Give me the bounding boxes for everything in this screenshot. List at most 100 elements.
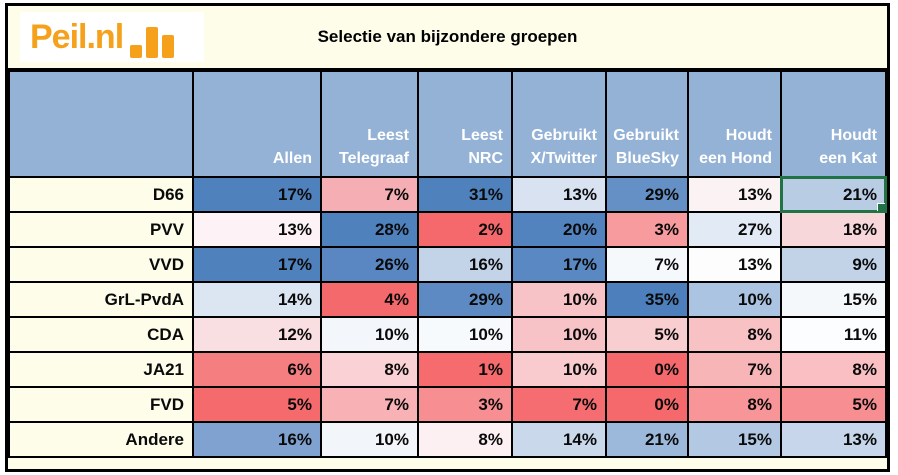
table-cell[interactable]: 8% — [417, 421, 513, 458]
column-header-line: Gebruikt — [613, 126, 679, 144]
table-cell[interactable]: 13% — [511, 176, 607, 213]
column-header-line: Telegraaf — [339, 149, 409, 167]
table-cell[interactable]: 15% — [687, 421, 782, 458]
column-header-leest-telegraaf[interactable]: Leest Telegraaf — [320, 70, 419, 178]
table-cell[interactable]: 11% — [780, 316, 887, 353]
table-cell[interactable]: 3% — [605, 211, 689, 248]
table-cell[interactable]: 10% — [320, 421, 419, 458]
table-cell[interactable]: 28% — [320, 211, 419, 248]
column-header-line: Gebruikt — [531, 126, 597, 144]
column-header-leest-nrc[interactable]: Leest NRC — [417, 70, 513, 178]
column-header-line: Leest — [461, 126, 503, 144]
table-cell[interactable]: 17% — [511, 246, 607, 283]
data-table: Allen Leest Telegraaf Leest NRC Gebruikt X/Twi… — [8, 70, 887, 458]
table-cell[interactable]: 3% — [417, 386, 513, 423]
column-header-line: een Hond — [699, 149, 772, 167]
table-cell[interactable]: 17% — [192, 176, 322, 213]
table-cell[interactable]: 14% — [511, 421, 607, 458]
table-cell[interactable]: 29% — [417, 281, 513, 318]
column-header-line: NRC — [468, 149, 503, 167]
row-label-vvd[interactable]: VVD — [8, 246, 194, 283]
table-cell[interactable]: 7% — [605, 246, 689, 283]
table-cell[interactable]: 17% — [192, 246, 322, 283]
table-cell[interactable]: 27% — [687, 211, 782, 248]
table-cell[interactable]: 7% — [511, 386, 607, 423]
table-cell[interactable]: 5% — [780, 386, 887, 423]
table-cell[interactable]: 10% — [511, 281, 607, 318]
table-cell[interactable]: 4% — [320, 281, 419, 318]
table-cell[interactable]: 26% — [320, 246, 419, 283]
table-row-andere: Andere 16% 10% 8% 14% 21% 15% 13% — [8, 421, 887, 458]
table-cell[interactable]: 1% — [417, 351, 513, 388]
table-cell[interactable]: 13% — [780, 421, 887, 458]
column-header-line: Houdt — [830, 126, 877, 144]
column-header-line: Houdt — [725, 126, 772, 144]
row-label-andere[interactable]: Andere — [8, 421, 194, 458]
column-header-gebruikt-x-twitter[interactable]: Gebruikt X/Twitter — [511, 70, 607, 178]
table-cell[interactable]: 9% — [780, 246, 887, 283]
table-cell[interactable]: 0% — [605, 386, 689, 423]
row-label-cda[interactable]: CDA — [8, 316, 194, 353]
table-cell[interactable]: 8% — [320, 351, 419, 388]
row-label-fvd[interactable]: FVD — [8, 386, 194, 423]
column-header-allen[interactable]: Allen — [192, 70, 322, 178]
table-cell[interactable]: 7% — [320, 386, 419, 423]
table-cell[interactable]: 8% — [687, 386, 782, 423]
table-cell[interactable]: 5% — [192, 386, 322, 423]
table-cell[interactable]: 15% — [780, 281, 887, 318]
table-cell[interactable]: 7% — [320, 176, 419, 213]
table-cell[interactable]: 6% — [192, 351, 322, 388]
peil-logo-text: Peil.nl — [30, 18, 124, 56]
row-label-ja21[interactable]: JA21 — [8, 351, 194, 388]
table-cell[interactable]: 10% — [687, 281, 782, 318]
table-cell[interactable]: 31% — [417, 176, 513, 213]
column-header-line: Leest — [367, 126, 409, 144]
table-cell[interactable]: 16% — [192, 421, 322, 458]
table-cell[interactable]: 7% — [687, 351, 782, 388]
title-row: Selectie van bijzondere groepen Peil.nl — [8, 6, 887, 70]
table-row-pvv: PVV 13% 28% 2% 20% 3% 27% 18% — [8, 211, 887, 248]
table-row-vvd: VVD 17% 26% 16% 17% 7% 13% 9% — [8, 246, 887, 283]
table-cell[interactable]: 20% — [511, 211, 607, 248]
table-row-d66: D66 17% 7% 31% 13% 29% 13% 21% — [8, 176, 887, 213]
table-cell[interactable]: 21% — [605, 421, 689, 458]
corner-header-cell[interactable] — [8, 70, 194, 178]
column-header-houdt-een-kat[interactable]: Houdt een Kat — [780, 70, 887, 178]
table-cell[interactable]: 29% — [605, 176, 689, 213]
column-header-gebruikt-bluesky[interactable]: Gebruikt BlueSky — [605, 70, 689, 178]
row-label-pvv[interactable]: PVV — [8, 211, 194, 248]
table-cell[interactable]: 8% — [687, 316, 782, 353]
table-row-fvd: FVD 5% 7% 3% 7% 0% 8% 5% — [8, 386, 887, 423]
table-cell[interactable]: 2% — [417, 211, 513, 248]
column-header-line: BlueSky — [615, 149, 679, 167]
row-label-grl-pvda[interactable]: GrL-PvdA — [8, 281, 194, 318]
row-label-d66[interactable]: D66 — [8, 176, 194, 213]
table-cell[interactable]: 10% — [511, 316, 607, 353]
table-cell[interactable]: 16% — [417, 246, 513, 283]
table-cell[interactable]: 14% — [192, 281, 322, 318]
table-cell[interactable]: 8% — [780, 351, 887, 388]
table-cell[interactable]: 18% — [780, 211, 887, 248]
table-cell[interactable]: 12% — [192, 316, 322, 353]
column-header-line: een Kat — [819, 149, 877, 167]
table-cell[interactable]: 10% — [320, 316, 419, 353]
table-cell[interactable]: 0% — [605, 351, 689, 388]
table-cell[interactable]: 10% — [511, 351, 607, 388]
peil-logo: Peil.nl — [20, 12, 204, 62]
column-header-houdt-een-hond[interactable]: Houdt een Hond — [687, 70, 782, 178]
table-cell[interactable]: 10% — [417, 316, 513, 353]
selected-cell[interactable]: 21% — [780, 176, 887, 213]
page-title: Selectie van bijzondere groepen — [317, 27, 578, 46]
table-row-grl-pvda: GrL-PvdA 14% 4% 29% 10% 35% 10% 15% — [8, 281, 887, 318]
spreadsheet: Selectie van bijzondere groepen Peil.nl … — [5, 3, 890, 472]
header-row: Allen Leest Telegraaf Leest NRC Gebruikt X/Twi… — [8, 70, 887, 178]
table-row-ja21: JA21 6% 8% 1% 10% 0% 7% 8% — [8, 351, 887, 388]
column-header-line: X/Twitter — [530, 149, 597, 167]
table-cell[interactable]: 13% — [687, 176, 782, 213]
table-cell[interactable]: 5% — [605, 316, 689, 353]
column-header-line: Allen — [272, 149, 312, 167]
table-cell[interactable]: 35% — [605, 281, 689, 318]
table-cell[interactable]: 13% — [687, 246, 782, 283]
table-cell[interactable]: 13% — [192, 211, 322, 248]
